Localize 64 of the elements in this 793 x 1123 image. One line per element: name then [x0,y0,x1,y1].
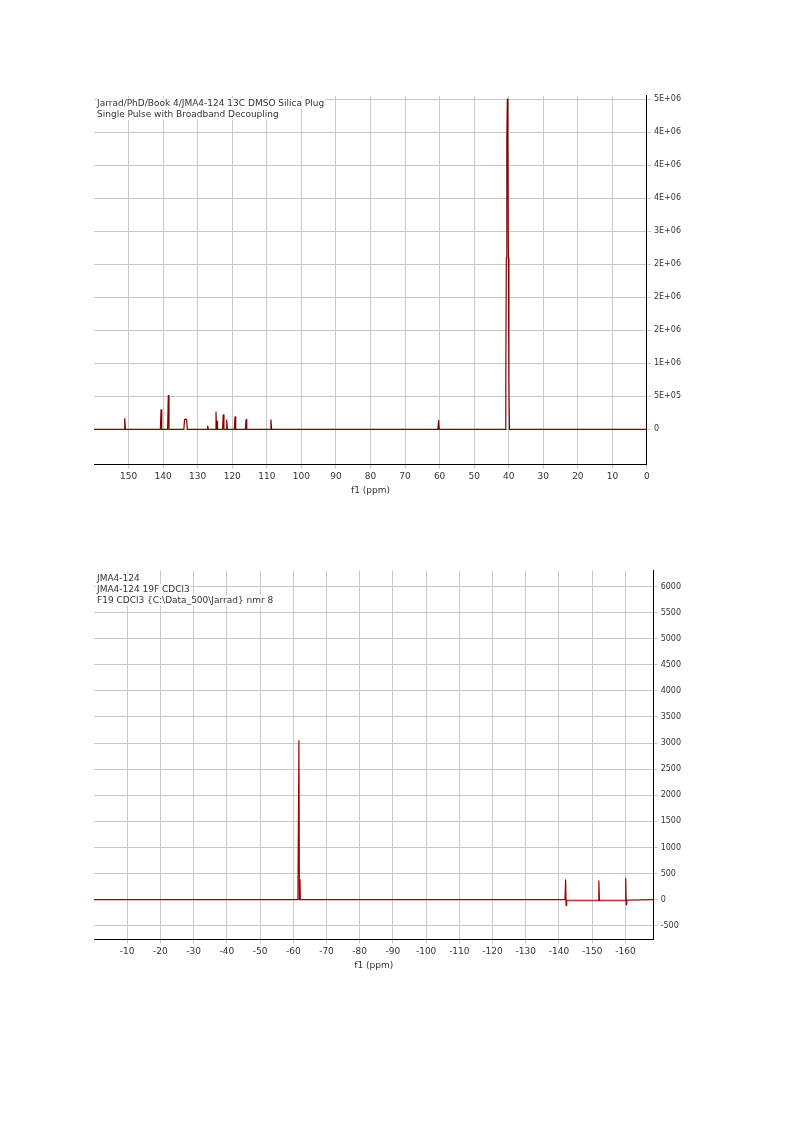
y-tick-label: 5500 [660,607,681,617]
y-tick-label: 4000 [660,685,681,695]
y-tick-label: 2E+06 [653,259,681,269]
x-tick-label: -30 [186,946,202,957]
y-tick-label: 0 [653,424,660,434]
y-tick-label: 0 [660,894,666,904]
chart-title: JMA4-124 [96,572,140,583]
x-tick-label: 130 [189,471,207,482]
x-tick-label: -130 [515,946,537,957]
y-tick-label: 2E+06 [653,292,681,302]
x-tick-label: -60 [285,946,301,957]
text: Single Pulse with Broadband Decoupling [97,108,279,119]
x-tick-label: 70 [399,471,412,482]
y-tick-label: 2E+06 [653,325,681,335]
y-tick-label: 4E+06 [653,193,681,203]
x-tick-label: 100 [292,471,311,482]
y-tick-label: 1000 [660,842,681,852]
x-tick-label: 40 [503,471,515,482]
text: JMA4-124 19F CDCl3 [96,583,190,594]
x-tick-label: -90 [385,946,401,957]
y-tick-label: 3E+06 [653,226,681,236]
y-tick-label: 5E+06 [653,94,681,104]
x-axis-title: f1 (ppm) [350,484,390,495]
x-tick-label: -20 [153,946,169,957]
x-tick-label: -70 [319,946,335,957]
y-tick-label: 1500 [660,816,681,826]
y-tick-label: 4500 [660,659,681,669]
x-tick-label: 80 [364,471,377,482]
y-tick-label: 3500 [660,712,681,722]
x-tick-label: 110 [258,471,276,482]
x-axis-title: f1 (ppm) [354,959,394,970]
x-tick-label: -150 [581,946,603,957]
y-tick-label: 2000 [660,790,681,800]
y-tick-label: 5E+05 [653,391,681,401]
y-tick-label: -500 [660,920,679,930]
x-tick-label: 20 [572,471,584,482]
y-tick-label: 4E+06 [653,160,681,170]
x-tick-label: -160 [615,946,636,957]
x-tick-label: 0 [644,471,651,482]
x-tick-label: -80 [352,946,368,957]
x-tick-label: -140 [548,946,570,957]
y-tick-label: 2500 [660,764,681,774]
x-tick-label: 150 [119,471,138,482]
y-tick-label: 4E+06 [653,127,681,137]
y-tick-label: 6000 [660,581,681,591]
x-tick-label: -50 [252,946,268,957]
x-tick-label: 90 [330,471,342,482]
x-tick-label: -10 [119,946,135,957]
x-tick-label: 10 [606,471,619,482]
x-tick-label: -120 [482,946,504,957]
y-tick-label: 3000 [660,738,681,748]
x-tick-label: 140 [154,471,172,482]
x-tick-label: 60 [433,471,446,482]
y-tick-label: 1E+06 [653,358,681,368]
x-tick-label: -110 [449,946,470,957]
y-tick-label: 500 [660,868,676,878]
x-tick-label: -100 [415,946,437,957]
y-tick-label: 5000 [660,633,681,643]
annotation: F19 CDCl3 {C:\Data_500\Jarrad} nmr 8 [97,594,274,605]
x-tick-label: 30 [537,471,550,482]
x-tick-label: 50 [468,471,481,482]
chart-title: Jarrad/PhD/Book 4/JMA4-124 13C DMSO Silica Plug [96,97,325,108]
x-tick-label: -40 [219,946,235,957]
x-tick-label: 120 [223,471,242,482]
